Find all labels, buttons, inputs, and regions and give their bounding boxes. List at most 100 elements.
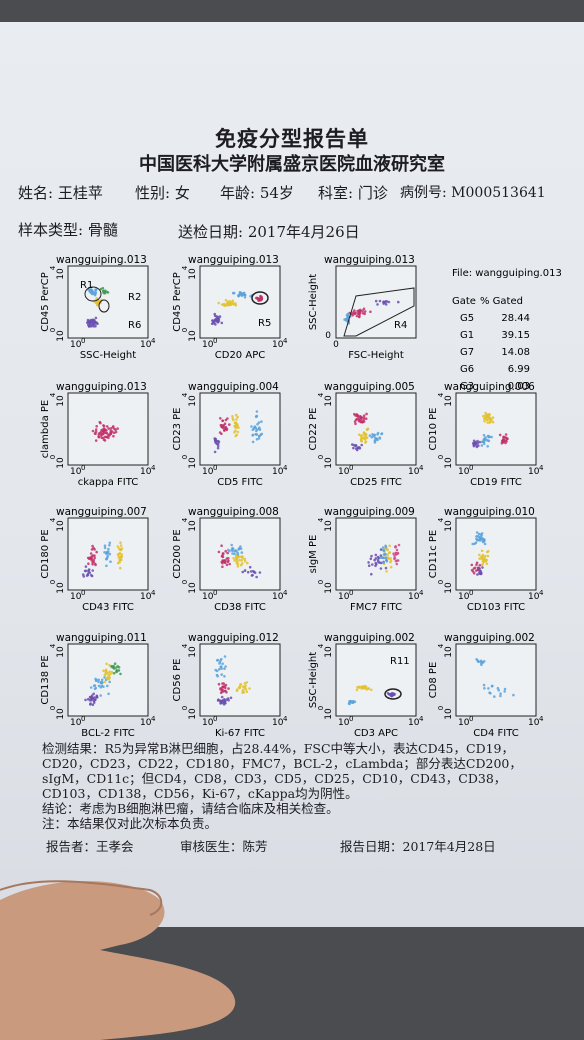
gate-label: R2: [128, 292, 141, 303]
plot-file: wangguiping.006: [444, 381, 535, 393]
event-dot: [97, 684, 101, 688]
y-axis-label: SSC-Height: [308, 274, 319, 330]
event-dot: [378, 299, 382, 303]
patient-department: 科室: 门诊: [318, 184, 388, 202]
event-dot: [94, 686, 98, 690]
event-dot: [220, 673, 223, 676]
event-dot: [105, 564, 108, 568]
event-dot: [115, 670, 118, 674]
y-tick-base: 10: [324, 708, 334, 720]
event-dot: [94, 432, 97, 436]
event-dot: [108, 552, 112, 556]
x-tick-exp: 0: [81, 464, 85, 472]
gate-label: R11: [390, 656, 410, 667]
x-tick-label: 0: [333, 340, 339, 350]
event-dot: [376, 555, 380, 559]
event-dot: [498, 433, 502, 437]
event-dot: [363, 312, 367, 316]
event-dot: [238, 685, 242, 689]
event-dot: [112, 667, 116, 670]
event-dot: [254, 429, 258, 433]
event-dot: [109, 560, 112, 563]
findings: 检测结果：R5为异常B淋巴细胞，占28.44%，FSC中等大小，表达CD45，C…: [42, 741, 522, 801]
event-dot: [234, 413, 238, 417]
event-dot: [213, 314, 217, 318]
event-dot: [257, 421, 261, 424]
x-tick-base: 10: [70, 340, 82, 350]
event-dot: [223, 655, 227, 658]
event-dot: [370, 554, 373, 558]
event-dot: [352, 443, 356, 447]
y-axis-label: SSC-Height: [308, 652, 319, 708]
event-dot: [94, 324, 97, 328]
event-dot: [235, 425, 238, 429]
event-dot: [483, 417, 486, 421]
x-tick-exp: 4: [419, 589, 424, 597]
event-dot: [477, 532, 481, 536]
event-dot: [101, 432, 105, 436]
event-dot: [241, 293, 245, 296]
x-tick-exp: 0: [213, 715, 217, 723]
event-dot: [484, 436, 487, 439]
event-dot: [395, 559, 399, 562]
event-dot: [86, 697, 90, 701]
event-dot: [100, 681, 104, 684]
event-dot: [108, 543, 111, 547]
event-dot: [93, 292, 97, 296]
event-dot: [248, 687, 251, 690]
x-tick-base: 10: [140, 718, 152, 728]
x-axis-label: CD3 APC: [354, 728, 398, 739]
event-dot: [345, 317, 349, 320]
event-dot: [358, 417, 361, 420]
event-dot: [381, 546, 385, 549]
y-axis-label: CD10 PE: [428, 408, 439, 451]
event-dot: [362, 414, 366, 418]
event-dot: [217, 440, 221, 444]
event-dot: [503, 690, 507, 693]
event-dot: [483, 687, 486, 690]
event-dot: [382, 302, 386, 305]
event-dot: [389, 559, 393, 563]
event-dot: [352, 312, 356, 316]
event-dot: [387, 300, 391, 304]
x-tick-base: 10: [272, 718, 284, 728]
event-dot: [260, 432, 264, 436]
event-dot: [116, 561, 120, 565]
event-dot: [358, 447, 362, 450]
event-dot: [110, 670, 114, 674]
y-tick-base: 10: [188, 646, 198, 658]
x-tick-base: 10: [408, 718, 420, 728]
event-dot: [355, 448, 359, 452]
event-dot: [347, 702, 351, 705]
event-dot: [246, 570, 250, 574]
event-dot: [105, 425, 109, 428]
event-dot: [217, 682, 221, 686]
event-dot: [369, 310, 372, 314]
event-dot: [94, 428, 98, 431]
event-dot: [386, 548, 389, 551]
report-title: 免疫分型报告单: [215, 126, 369, 151]
y-tick-exp: 0: [181, 455, 189, 459]
x-tick-base: 10: [140, 592, 152, 602]
event-dot: [365, 436, 369, 440]
y-tick-exp: 4: [437, 643, 445, 648]
event-dot: [243, 559, 247, 563]
event-dot: [478, 567, 481, 570]
event-dot: [84, 569, 88, 573]
y-tick-exp: 4: [317, 517, 325, 522]
event-dot: [224, 299, 228, 302]
y-tick-exp: 0: [317, 455, 325, 459]
event-dot: [478, 553, 481, 557]
event-dot: [379, 554, 383, 557]
event-dot: [215, 673, 219, 677]
event-dot: [216, 320, 219, 324]
x-tick-exp: 4: [539, 589, 544, 597]
event-dot: [389, 693, 392, 697]
event-dot: [354, 422, 357, 426]
y-axis-label: clambda PE: [40, 400, 51, 459]
hand: [0, 880, 236, 1040]
